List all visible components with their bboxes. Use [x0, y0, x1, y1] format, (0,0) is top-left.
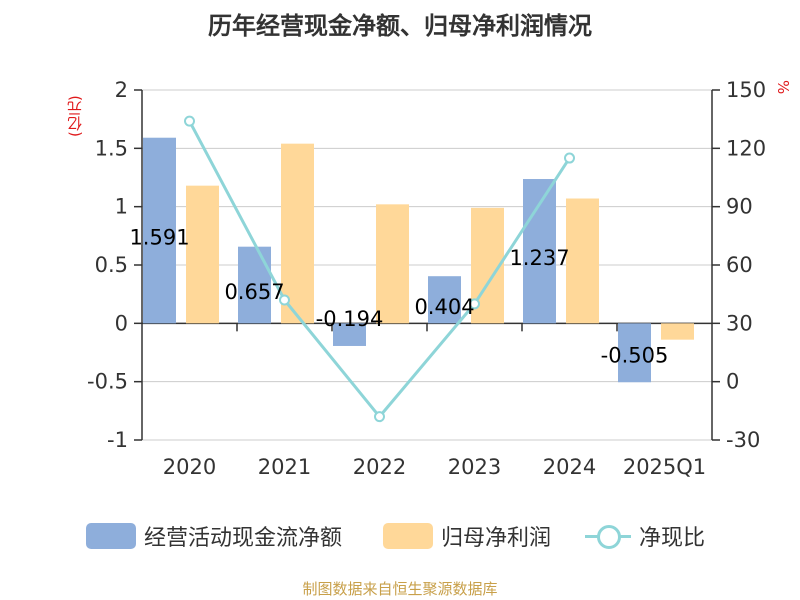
net-profit-bar [376, 204, 409, 324]
cash-flow-bar [143, 137, 176, 324]
right-axis-tick-label: 0 [726, 370, 739, 394]
legend-line-ratio-icon [585, 523, 631, 549]
ratio-point [374, 411, 385, 423]
right-axis-tick-label: 90 [726, 195, 753, 219]
ratio-point [469, 298, 480, 310]
cash-flow-bar [238, 246, 271, 324]
legend-label-cash-flow: 经营活动现金流净额 [144, 526, 343, 551]
legend-label-ratio: 净现比 [639, 526, 706, 551]
x-axis-tick-label: 2025Q1 [623, 455, 706, 479]
ratio-point [564, 152, 575, 164]
cash-flow-data-label: 1.591 [129, 226, 189, 250]
cash-flow-data-label: 0.657 [224, 280, 284, 304]
x-axis-tick-label: 2023 [448, 455, 501, 479]
legend-label-net-profit: 归母净利润 [441, 526, 552, 551]
cash-flow-data-label: 0.404 [414, 295, 474, 319]
legend-item-cash-flow[interactable]: 经营活动现金流净额 [86, 520, 342, 552]
cash-flow-bar [618, 323, 651, 383]
ratio-point [184, 115, 195, 127]
left-axis-tick-label: 1 [115, 195, 128, 219]
cash-flow-data-label: -0.505 [601, 343, 669, 367]
ratio-point [279, 294, 290, 306]
cash-flow-bar [428, 276, 461, 324]
left-axis-tick-label: 1.5 [95, 136, 128, 160]
right-axis-tick-label: 60 [726, 253, 753, 277]
x-axis-tick-label: 2021 [258, 455, 311, 479]
cash-flow-data-label: -0.194 [316, 307, 384, 331]
x-axis-tick-label: 2020 [163, 455, 216, 479]
cash-flow-bar [333, 323, 366, 346]
right-axis-unit: % [774, 80, 792, 95]
net-profit-bar [281, 143, 314, 324]
legend-swatch-net-profit [383, 523, 433, 549]
right-axis-tick-label: 120 [726, 136, 766, 160]
source-note: 制图数据来自恒生聚源数据库 [302, 580, 498, 598]
x-axis-tick-label: 2022 [353, 455, 406, 479]
x-axis-tick-label: 2024 [543, 455, 596, 479]
right-axis-tick-label: -30 [726, 428, 760, 452]
right-axis-tick-label: 150 [726, 78, 766, 102]
legend-item-ratio[interactable]: 净现比 [585, 520, 705, 552]
right-axis-tick-label: 30 [726, 311, 753, 335]
cash-flow-data-label: 1.237 [509, 246, 569, 270]
legend-item-net-profit[interactable]: 归母净利润 [383, 520, 551, 552]
left-axis-tick-label: -0.5 [87, 370, 128, 394]
left-axis-tick-label: 0.5 [95, 253, 128, 277]
net-profit-bar [186, 185, 219, 324]
legend: 经营活动现金流净额 归母净利润 净现比 [0, 520, 800, 552]
net-profit-bar [661, 323, 694, 340]
left-axis-tick-label: 0 [115, 311, 128, 335]
net-profit-bar [566, 198, 599, 324]
left-axis-tick-label: 2 [115, 78, 128, 102]
chart-title: 历年经营现金净额、归母净利润情况 [208, 12, 592, 40]
legend-swatch-cash-flow [86, 523, 136, 549]
left-axis-tick-label: -1 [107, 428, 128, 452]
